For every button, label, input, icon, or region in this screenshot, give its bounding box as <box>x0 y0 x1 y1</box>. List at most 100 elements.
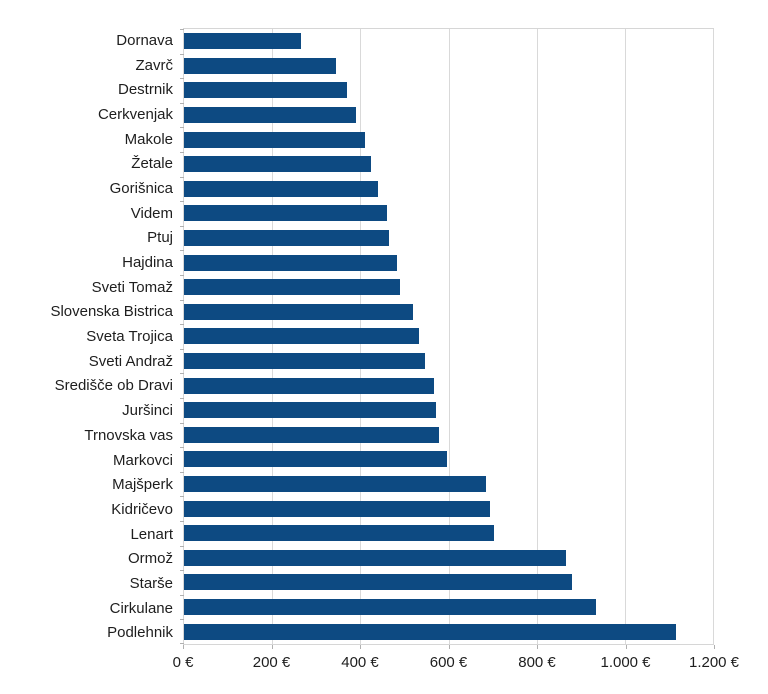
category-axis: Dornava Zavrč Destrnik Cerkvenjak Makole… <box>0 28 173 645</box>
category-label: Zavrč <box>135 56 174 74</box>
category-label: Gorišnica <box>109 179 173 197</box>
category-label: Starše <box>129 574 173 592</box>
category-label: Žetale <box>131 155 173 173</box>
bar-series <box>184 29 713 644</box>
y-axis-tick <box>180 496 184 498</box>
bar-row <box>184 619 713 644</box>
bar <box>184 574 572 591</box>
bar-row <box>184 300 713 325</box>
x-axis-tick <box>448 645 450 649</box>
bar <box>184 279 400 296</box>
category-label: Videm <box>130 204 173 222</box>
y-axis-tick <box>180 176 184 178</box>
y-axis-tick <box>180 250 184 252</box>
bar <box>184 402 437 419</box>
bar-row <box>184 423 713 448</box>
y-axis-tick <box>180 619 184 621</box>
bar <box>184 328 419 345</box>
y-axis-tick <box>180 225 184 227</box>
plot-area <box>180 28 714 645</box>
y-axis-tick <box>180 373 184 375</box>
x-tick-label: 400 € <box>341 654 379 671</box>
bar-row <box>184 275 713 300</box>
value-axis: 0 € 200 € 400 € 600 € 800 € 1.000 € 1.200 € <box>173 645 739 685</box>
x-tick-label: 1.200 € <box>688 654 740 671</box>
category-label: Slovenska Bistrica <box>50 303 173 321</box>
bar <box>184 57 337 74</box>
y-axis-tick <box>180 29 184 30</box>
y-axis-tick <box>180 275 184 276</box>
y-axis-tick <box>180 471 184 473</box>
bar <box>184 623 676 640</box>
x-tick-label: 1.000 € <box>600 654 651 671</box>
bar-row <box>184 398 713 423</box>
bar-row <box>184 595 713 620</box>
bar <box>184 205 387 222</box>
bar <box>184 500 490 517</box>
bar <box>184 451 448 468</box>
bar-row <box>184 472 713 497</box>
y-axis-tick <box>180 422 184 424</box>
category-label: Destrnik <box>117 81 173 99</box>
bar <box>184 180 378 197</box>
category-label: Kidričevo <box>111 500 173 518</box>
bar-row <box>184 177 713 202</box>
y-axis-tick <box>180 324 184 326</box>
category-label: Markovci <box>112 451 173 469</box>
bar-row <box>184 521 713 546</box>
bar <box>184 475 487 492</box>
category-label: Cirkulane <box>109 599 173 617</box>
x-axis-tick <box>714 645 715 649</box>
y-axis-tick <box>180 348 184 350</box>
bar-row <box>184 54 713 79</box>
x-tick-label: 600 € <box>429 654 468 671</box>
bar-row <box>184 496 713 521</box>
y-axis-tick <box>180 53 184 55</box>
bar <box>184 82 348 99</box>
gridline <box>536 29 538 644</box>
category-label: Središče ob Dravi <box>54 377 173 395</box>
bar-row <box>184 349 713 374</box>
y-axis-tick <box>180 447 184 449</box>
bar-row <box>184 103 713 128</box>
bar <box>184 131 365 148</box>
category-label: Cerkvenjak <box>97 105 173 123</box>
gridline <box>713 29 714 644</box>
gridline <box>624 29 626 644</box>
bar <box>184 353 425 370</box>
gridline <box>448 29 450 644</box>
category-label: Trnovska vas <box>84 426 173 444</box>
category-label: Makole <box>124 130 173 148</box>
bar <box>184 254 397 271</box>
x-tick-label: 800 € <box>518 654 556 671</box>
category-label: Hajdina <box>122 254 173 272</box>
bar-row <box>184 152 713 177</box>
category-label: Dornava <box>116 31 173 49</box>
category-label: Podlehnik <box>107 624 173 642</box>
bar <box>184 303 414 320</box>
x-axis-tick <box>271 645 273 649</box>
bar-row <box>184 324 713 349</box>
y-axis-tick <box>180 152 184 153</box>
y-axis-tick <box>180 398 184 399</box>
y-axis-tick <box>180 643 184 644</box>
y-axis-tick <box>180 201 184 203</box>
bar <box>184 230 389 247</box>
x-tick-label: 200 € <box>252 654 291 671</box>
bar <box>184 156 372 173</box>
category-label: Juršinci <box>122 402 173 420</box>
x-axis-tick <box>360 645 361 649</box>
y-axis-tick <box>180 102 184 104</box>
x-axis-tick <box>537 645 538 649</box>
category-label: Sveti Andraž <box>88 352 173 370</box>
bar <box>184 549 566 566</box>
category-label: Majšperk <box>112 476 173 494</box>
bar <box>184 525 495 542</box>
y-axis-tick <box>180 570 184 572</box>
x-tick-label: 0 € <box>172 654 194 671</box>
bar <box>184 377 434 394</box>
x-axis-tick <box>625 645 627 649</box>
category-label: Ptuj <box>147 229 173 247</box>
bar-row <box>184 373 713 398</box>
